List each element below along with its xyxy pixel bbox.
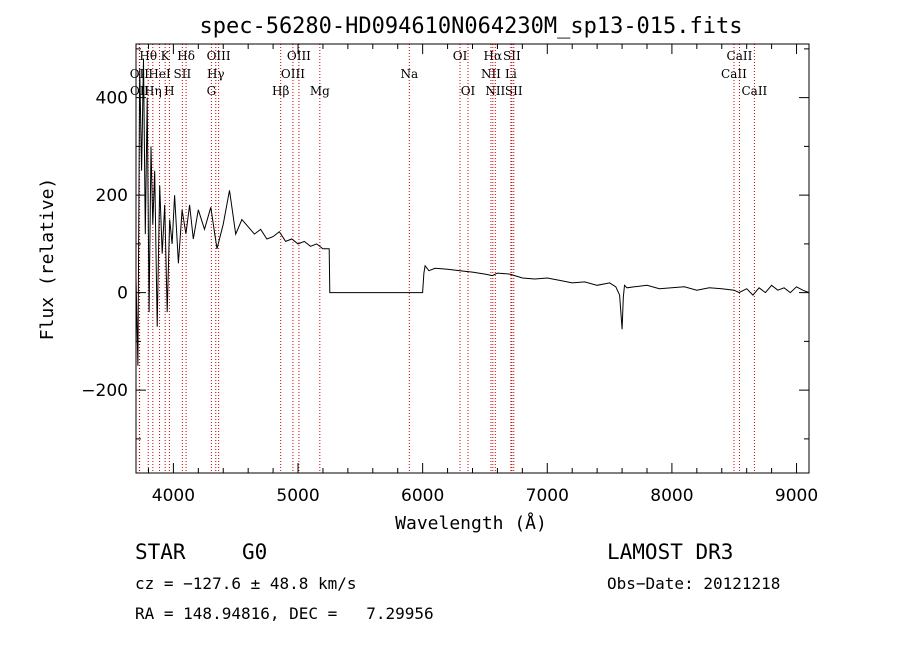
plot-frame (135, 43, 810, 474)
spectral-line-label: NII (485, 84, 505, 98)
y-tick-label: 400 (96, 89, 128, 109)
redshift-text: cz = −127.6 ± 48.8 km/s (135, 574, 357, 593)
spectral-line-label: CaII (727, 49, 753, 63)
x-tick-label: 6000 (401, 486, 444, 506)
spectral-line-label: Mg (310, 84, 330, 98)
x-axis-label: Wavelength (Å) (395, 512, 547, 534)
spectral-line-label: Hθ (139, 49, 157, 63)
axis-ticks: 4000 5000 6000 7000 8000 9000 −200 0 200 400 (81, 44, 818, 506)
spectral-line-label: Hβ (272, 84, 289, 98)
spectral-line-label: OI (453, 49, 468, 63)
radec-text: RA = 148.94816, DEC = 7.29956 (135, 604, 434, 623)
flux-series-line (135, 58, 810, 366)
chart-title: spec-56280-HD094610N064230M_sp13-015.fit… (199, 14, 742, 39)
spectral-line-label: HeI (148, 67, 171, 81)
y-axis-label: Flux (relative) (37, 178, 58, 341)
spectral-line-label: Na (400, 67, 418, 81)
y-tick-label: 200 (96, 186, 128, 206)
spectral-lines-layer: Hα SIISIINIINIILiOIOINaMgOIIIOIIIHβOIIIHγ… (130, 44, 768, 473)
spectral-line-label: Li (505, 67, 517, 81)
x-tick-label: 4000 (152, 486, 195, 506)
spectral-line-label: Hη (144, 84, 162, 98)
spectral-line-label: OIII (287, 49, 311, 63)
y-tick-label: −200 (81, 381, 128, 401)
x-tick-label: 9000 (775, 486, 818, 506)
obs-date-text: Obs−Date: 20121218 (607, 574, 781, 593)
object-subclass: G0 (242, 540, 268, 564)
spectral-line-label: OIII (281, 67, 305, 81)
object-class: STAR (135, 540, 186, 564)
spectral-line-label: CaII (741, 84, 767, 98)
spectral-line-label: OIII (207, 49, 231, 63)
x-tick-label: 7000 (526, 486, 569, 506)
spectral-line-label: G (207, 84, 217, 98)
spectral-line-label: CaII (721, 67, 747, 81)
x-tick-label: 5000 (276, 486, 319, 506)
spectral-line-label: Hγ (207, 67, 225, 81)
spectral-line-label: K (161, 49, 171, 63)
x-tick-label: 8000 (650, 486, 693, 506)
y-tick-label: 0 (117, 284, 128, 304)
spectral-line-label: SII (505, 84, 523, 98)
spectral-line-label: SII (503, 49, 521, 63)
spectral-line-label: NII (481, 67, 501, 81)
survey-label: LAMOST DR3 (607, 540, 734, 564)
spectral-line-label: H (164, 84, 174, 98)
spectral-line-label: Hα (484, 49, 503, 63)
spectral-line-label: OI (461, 84, 476, 98)
spectral-line-label: Hδ (177, 49, 195, 63)
spectral-line-label: SII (174, 67, 192, 81)
series-layer (135, 58, 810, 366)
